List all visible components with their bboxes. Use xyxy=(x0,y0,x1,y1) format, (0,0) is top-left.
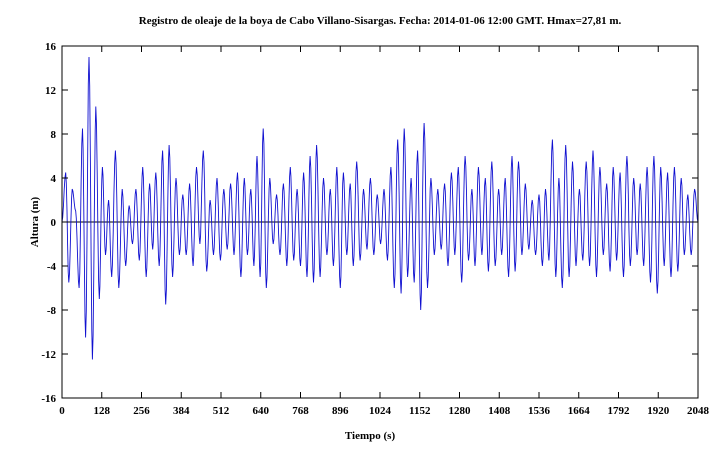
x-tick-label: 1152 xyxy=(409,405,431,417)
x-tick-label: 384 xyxy=(173,405,190,417)
x-tick-label: 640 xyxy=(253,405,270,417)
x-tick-label: 1024 xyxy=(369,405,392,417)
y-tick-label: 0 xyxy=(51,217,57,229)
y-tick-label: -12 xyxy=(41,349,56,361)
x-tick-label: 1536 xyxy=(528,405,551,417)
y-tick-label: -16 xyxy=(41,393,56,405)
x-tick-label: 0 xyxy=(59,405,65,417)
x-tick-label: 512 xyxy=(213,405,230,417)
x-tick-label: 1280 xyxy=(449,405,472,417)
y-tick-label: -8 xyxy=(47,305,57,317)
y-tick-label: 8 xyxy=(51,129,57,141)
x-tick-label: 1792 xyxy=(608,405,631,417)
wave-series-line xyxy=(61,56,699,360)
x-tick-label: 1664 xyxy=(568,405,591,417)
x-axis-label: Tiempo (s) xyxy=(345,430,396,442)
x-tick-label: 1408 xyxy=(488,405,511,417)
y-tick-label: -4 xyxy=(47,261,57,273)
x-tick-label: 2048 xyxy=(687,405,710,417)
x-tick-label: 768 xyxy=(292,405,309,417)
x-tick-label: 256 xyxy=(133,405,150,417)
x-tick-label: 1920 xyxy=(647,405,670,417)
chart-title: Registro de oleaje de la boya de Cabo Vi… xyxy=(139,15,622,27)
y-tick-label: 12 xyxy=(45,85,57,97)
y-tick-label: 4 xyxy=(51,173,57,185)
x-tick-label: 128 xyxy=(94,405,111,417)
y-tick-label: 16 xyxy=(45,41,57,53)
x-tick-label: 896 xyxy=(332,405,349,417)
y-axis-label: Altura (m) xyxy=(29,196,41,247)
